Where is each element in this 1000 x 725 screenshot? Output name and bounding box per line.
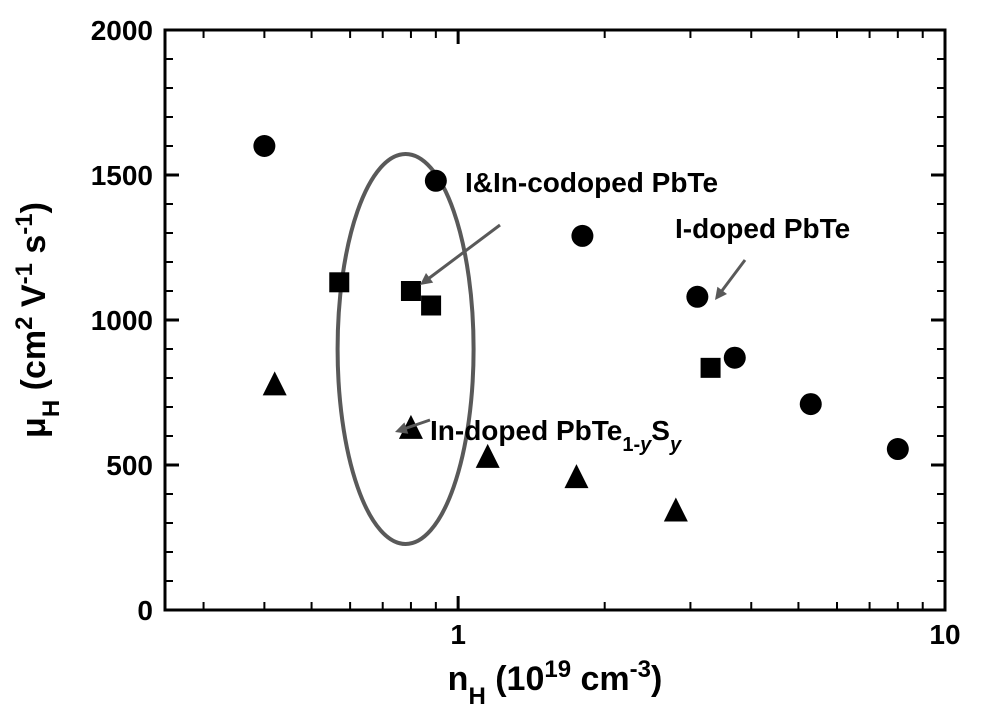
- scatter-plot: 1 10 0 500 1000 1500 2000 nH (1019 cm-3) μH (cm2…: [0, 0, 1000, 725]
- annotation-label-idoped: I-doped PbTe: [675, 213, 850, 244]
- y-axis-title: μH (cm2 V-1 s-1): [11, 202, 65, 438]
- y-tick-label: 0: [137, 595, 153, 626]
- y-tick-label: 1500: [91, 160, 153, 191]
- annotation-label-indoped: In-doped PbTe1-ySy: [430, 415, 682, 456]
- annotation-ellipse: [338, 154, 474, 544]
- chart-container: { "chart": { "type": "scatter", "width_p…: [0, 0, 1000, 725]
- x-axis-title: nH (1019 cm-3): [448, 656, 663, 710]
- y-tick-label: 500: [106, 450, 153, 481]
- annotation-label-codoped: I&In-codoped PbTe: [465, 167, 718, 198]
- x-tick-label: 1: [450, 619, 466, 650]
- y-tick-label: 2000: [91, 15, 153, 46]
- x-tick-label: 10: [929, 619, 960, 650]
- y-tick-label: 1000: [91, 305, 153, 336]
